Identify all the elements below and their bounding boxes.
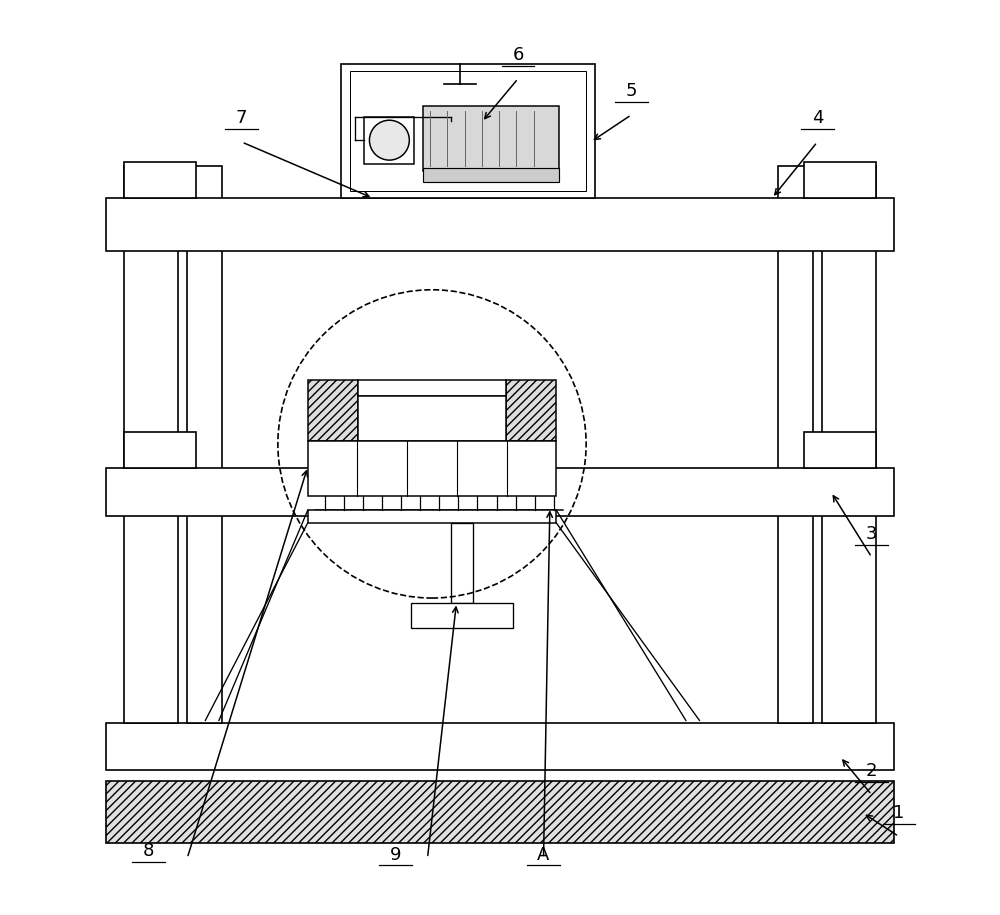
- Bar: [804, 162, 876, 199]
- Bar: [364, 116, 414, 164]
- Text: 1: 1: [893, 804, 905, 822]
- Bar: [308, 510, 556, 522]
- Bar: [106, 723, 894, 770]
- Text: 8: 8: [143, 842, 154, 860]
- Bar: [804, 432, 876, 468]
- Bar: [358, 380, 506, 396]
- Bar: [124, 432, 196, 468]
- Bar: [106, 199, 894, 251]
- Bar: [778, 166, 813, 723]
- Bar: [124, 166, 178, 723]
- Bar: [308, 380, 358, 441]
- Bar: [358, 396, 506, 441]
- Text: 9: 9: [390, 845, 401, 864]
- Text: 5: 5: [626, 82, 637, 101]
- Bar: [411, 603, 513, 628]
- Bar: [106, 468, 894, 515]
- Bar: [423, 168, 559, 182]
- Text: 2: 2: [866, 762, 877, 780]
- Text: 7: 7: [236, 110, 247, 127]
- Bar: [308, 441, 556, 496]
- Bar: [451, 522, 473, 603]
- Text: 6: 6: [512, 46, 524, 64]
- Text: A: A: [537, 845, 550, 864]
- Bar: [106, 781, 894, 843]
- Text: 3: 3: [866, 524, 877, 543]
- Bar: [822, 166, 876, 723]
- Bar: [350, 71, 586, 191]
- Text: 4: 4: [812, 110, 823, 127]
- Bar: [187, 166, 222, 723]
- Bar: [506, 380, 556, 441]
- Bar: [423, 106, 559, 171]
- Bar: [124, 162, 196, 199]
- Bar: [341, 64, 595, 199]
- Circle shape: [369, 120, 409, 160]
